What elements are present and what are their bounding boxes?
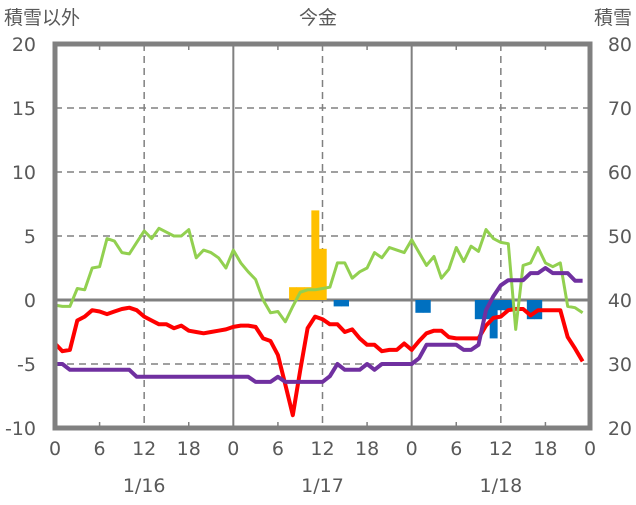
x-tick-label: 18	[533, 438, 557, 460]
x-tick-label: 0	[227, 438, 239, 460]
plot-frame	[52, 41, 593, 431]
x-tick-label: 6	[272, 438, 284, 460]
blue-bar	[415, 300, 424, 313]
gridlines	[55, 44, 590, 428]
date-label: 1/18	[479, 475, 522, 497]
right-axis-title: 積雪	[594, 7, 632, 29]
right-y-tick-label: 30	[608, 354, 632, 376]
chart-title: 今金	[299, 7, 337, 29]
blue-bar	[333, 300, 342, 307]
date-label: 1/16	[123, 475, 166, 497]
right-y-tick-label: 60	[608, 162, 632, 184]
orange-bar	[303, 287, 312, 300]
date-label: 1/17	[301, 475, 344, 497]
left-y-tick-label: -5	[17, 354, 36, 376]
orange-bar	[318, 248, 327, 300]
blue-bar	[526, 300, 535, 320]
orange-bar	[289, 287, 297, 300]
blue-bar	[504, 300, 513, 311]
x-tick-label: 12	[310, 438, 334, 460]
purple-series-line	[55, 266, 583, 384]
x-tick-label: 18	[177, 438, 201, 460]
left-y-tick-label: 15	[12, 98, 36, 120]
right-y-tick-label: 70	[608, 98, 632, 120]
orange-bar	[311, 210, 320, 300]
left-y-tick-label: 10	[12, 162, 36, 184]
x-tick-label: 6	[450, 438, 462, 460]
right-y-tick-label: 80	[608, 34, 632, 56]
blue-bar	[422, 300, 431, 313]
right-y-tick-label: 40	[608, 290, 632, 312]
plot-border	[52, 41, 593, 431]
x-tick-label: 0	[584, 438, 596, 460]
right-y-tick-label: 20	[608, 418, 632, 440]
bars	[289, 210, 543, 339]
blue-bar	[474, 300, 483, 320]
red-series-line	[53, 305, 585, 418]
left-y-tick-label: 5	[24, 226, 36, 248]
left-y-tick-label: 0	[24, 290, 36, 312]
x-tick-label: 12	[132, 438, 156, 460]
left-y-tick-label: 20	[12, 34, 36, 56]
x-tick-label: 12	[489, 438, 513, 460]
x-tick-label: 0	[406, 438, 418, 460]
right-y-tick-label: 50	[608, 226, 632, 248]
x-tick-label: 6	[94, 438, 106, 460]
x-tick-label: 18	[355, 438, 379, 460]
left-axis-title: 積雪以外	[4, 7, 80, 29]
x-tick-label: 0	[49, 438, 61, 460]
green-series-line	[54, 226, 584, 331]
left-y-tick-label: -10	[5, 418, 36, 440]
blue-bar	[497, 300, 506, 311]
series-lines	[53, 226, 585, 418]
blue-bar	[341, 300, 350, 307]
